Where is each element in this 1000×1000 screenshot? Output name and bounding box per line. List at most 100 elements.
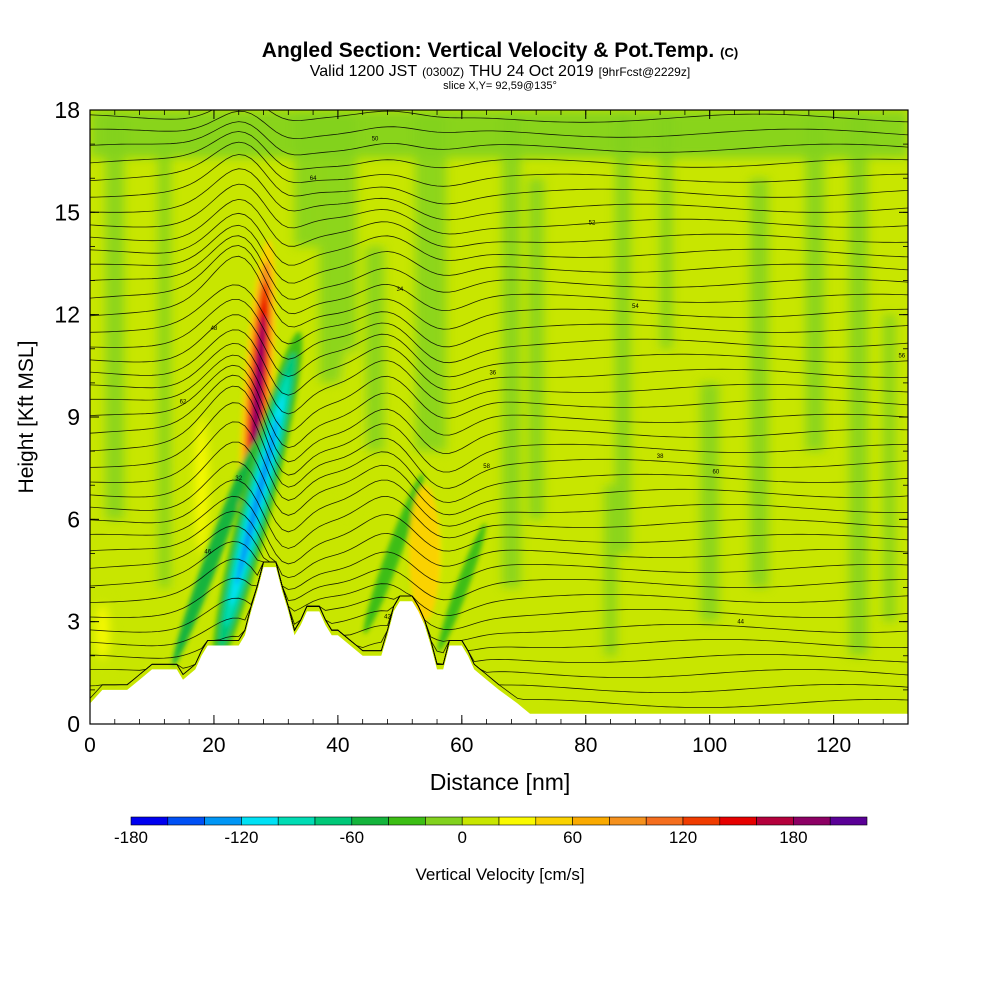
isentrope-label: 46	[204, 549, 211, 555]
isentrope-line	[90, 131, 908, 170]
isentrope-label: 60	[713, 469, 720, 475]
isentrope-label: 42	[384, 614, 391, 620]
isentrope-line	[90, 561, 908, 678]
x-tick-label: 0	[84, 734, 96, 757]
x-tick-label: 100	[692, 734, 727, 757]
colorbar-swatch	[535, 816, 573, 826]
colorbar-swatch	[609, 816, 647, 826]
colorbar-tick-label: 0	[457, 828, 466, 847]
isentrope-line	[90, 110, 908, 140]
colorbar-swatch	[572, 816, 610, 826]
isentrope-line	[90, 212, 908, 266]
colorbar-tick-label: 180	[779, 828, 807, 847]
y-tick-label: 12	[54, 302, 80, 328]
isentrope-line	[90, 525, 908, 590]
isentrope-line	[90, 561, 908, 665]
isentrope-label: 62	[180, 399, 187, 405]
plot-area: 32 34 36 38 40 42 44 46 48 50 52 54 56 58 60 62 64	[90, 110, 930, 724]
field-background	[90, 110, 908, 724]
isentrope-line	[90, 421, 908, 503]
isentrope-line	[90, 110, 908, 123]
isentrope-line	[90, 224, 908, 284]
colorbar-swatch	[498, 816, 537, 826]
isentrope-label: 32	[235, 476, 242, 482]
isentrope-labels: 32 34 36 38 40 42 44 46 48 50 52 54 56 58 60 62 64	[180, 137, 930, 626]
colorbar-swatch	[204, 816, 242, 826]
colorbar-tick-label: 120	[669, 828, 697, 847]
isentrope-line	[90, 541, 908, 602]
colorbar-swatch	[682, 816, 721, 826]
colorbar-tick-label: -180	[114, 828, 148, 847]
colorbar-tick-label: -60	[340, 828, 365, 847]
isentrope-label: 58	[483, 464, 490, 470]
colorbar-swatch	[314, 816, 353, 826]
chart-title: Angled Section: Vertical Velocity & Pot.…	[262, 39, 738, 62]
colorbar	[130, 816, 868, 826]
isentrope-label: 48	[211, 326, 218, 332]
isentrope-line	[90, 561, 908, 654]
isentrope-label: 64	[310, 176, 317, 182]
isentrope-label: 34	[397, 287, 404, 293]
isentrope-line	[90, 141, 908, 187]
isentrope-line	[90, 314, 908, 378]
colorbar-swatch	[461, 816, 500, 826]
velocity-cores	[172, 240, 486, 670]
isentrope-line	[90, 364, 908, 449]
y-axis-label: Height [Kft MSL]	[15, 341, 38, 494]
x-tick-label: 40	[326, 734, 349, 757]
isentrope-label: 52	[589, 220, 596, 226]
colorbar-swatch	[425, 816, 463, 826]
isentrope-line	[90, 479, 908, 549]
isentrope-line	[90, 343, 908, 415]
isentrope-label: 36	[489, 370, 496, 376]
y-tick-label: 6	[67, 506, 80, 532]
isentrope-line	[90, 245, 908, 315]
y-tick-label: 18	[54, 97, 80, 123]
y-tick-label: 15	[54, 199, 80, 225]
isentrope-label: 50	[372, 137, 379, 143]
isentrope-line	[90, 299, 908, 364]
isentrope-line	[90, 354, 908, 433]
isentrope-line	[90, 198, 908, 248]
colorbar-swatch	[719, 816, 757, 826]
chart-slice-info: slice X,Y= 92,59@135°	[443, 80, 557, 92]
colorbar-tick-label: 60	[563, 828, 582, 847]
colorbar-swatch	[756, 816, 794, 826]
colorbar-swatch	[167, 816, 205, 826]
isentrope-label: 56	[898, 353, 905, 359]
isentrope-line	[90, 255, 908, 330]
isentrope-line	[90, 385, 908, 476]
y-tick-label: 0	[67, 711, 80, 737]
x-tick-label: 80	[574, 734, 597, 757]
x-axis-ticks: 0 20 40 60 80 100 120	[84, 110, 851, 757]
colorbar-swatch	[351, 816, 389, 826]
isentrope-line	[90, 558, 908, 617]
isentrope-line	[90, 284, 908, 348]
isentrope-line	[90, 561, 908, 631]
colorbar-swatch	[388, 816, 426, 826]
x-tick-label: 60	[450, 734, 473, 757]
isentrope-line	[90, 168, 908, 221]
colorbar-swatch	[130, 816, 169, 826]
isentrope-line	[90, 183, 908, 235]
isentrope-label: 40	[923, 503, 930, 509]
colorbar-swatch	[277, 816, 316, 826]
isentrope-label: 38	[657, 454, 664, 460]
isentrope-line	[90, 495, 908, 565]
colorbar-tick-label: -120	[224, 828, 258, 847]
colorbar-swatch	[793, 816, 831, 826]
colorbar-swatch	[829, 816, 868, 826]
x-axis-label: Distance [nm]	[430, 769, 571, 795]
x-tick-label: 20	[202, 734, 225, 757]
isentrope-line	[90, 441, 908, 516]
terrain	[90, 567, 908, 724]
isentrope-line	[90, 461, 908, 533]
colorbar-swatch	[645, 816, 684, 826]
y-tick-label: 3	[67, 609, 80, 635]
isentrope-label: 54	[632, 304, 639, 310]
isentrope-line	[90, 154, 908, 205]
isentrope-line	[90, 235, 908, 300]
